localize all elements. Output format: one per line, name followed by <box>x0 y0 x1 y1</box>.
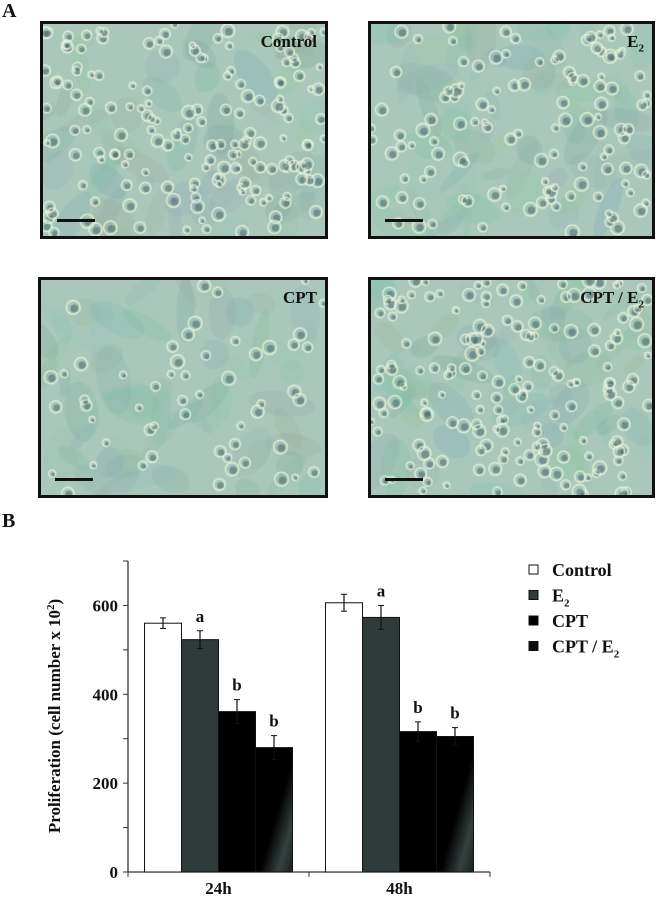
significance-label: b <box>232 676 241 695</box>
scale-bar <box>55 478 93 481</box>
condition-label: Control <box>260 32 317 51</box>
scale-bar <box>385 219 423 222</box>
y-tick-label: 600 <box>93 596 119 615</box>
x-tick-label: 48h <box>386 879 413 898</box>
x-tick-label: 24h <box>205 879 232 898</box>
legend-swatch <box>528 564 539 575</box>
micrograph-image <box>43 24 325 236</box>
bar <box>218 711 256 873</box>
significance-label: b <box>269 712 278 731</box>
y-axis-label: Proliferation (cell number x 102) <box>45 599 64 833</box>
legend-label: E2 <box>552 586 570 610</box>
legend-swatch <box>528 615 539 626</box>
bar <box>399 731 437 873</box>
condition-label: CPT <box>283 288 317 307</box>
bar <box>362 616 400 873</box>
significance-label: b <box>450 704 459 723</box>
micrograph-e2: E2 <box>368 21 655 239</box>
panel-b-label: B <box>2 510 16 532</box>
panel-a-label: A <box>2 0 17 22</box>
significance-label: a <box>377 581 386 600</box>
condition-label: E2 <box>627 32 644 55</box>
bar <box>144 622 182 873</box>
micrograph-control: Control <box>40 21 328 239</box>
micrograph-cpt: CPT <box>38 277 328 498</box>
bar <box>325 602 363 873</box>
legend-swatch <box>528 641 539 651</box>
y-tick-label: 400 <box>93 685 119 704</box>
legend-label: Control <box>552 560 612 580</box>
legend-swatch <box>528 590 539 600</box>
y-tick-label: 0 <box>110 863 119 882</box>
significance-label: a <box>196 607 205 626</box>
micrograph-image <box>41 280 325 495</box>
micrograph-image <box>371 24 652 236</box>
bar <box>255 747 293 873</box>
bar <box>181 639 219 873</box>
micrograph-cpt-e2: CPT / E2 <box>368 277 655 498</box>
legend-label: CPT <box>552 611 588 631</box>
y-tick-label: 200 <box>93 774 119 793</box>
significance-label: b <box>413 698 422 717</box>
condition-label: CPT / E2 <box>580 288 644 311</box>
bar-chart: 0 200 400 600 24h 48h a b b a b b Proliferation (cel… <box>45 560 620 898</box>
scale-bar <box>57 219 95 222</box>
micrograph-image <box>371 280 652 495</box>
bar <box>436 735 474 873</box>
legend-label: CPT / E2 <box>552 637 620 661</box>
scale-bar <box>385 478 423 481</box>
